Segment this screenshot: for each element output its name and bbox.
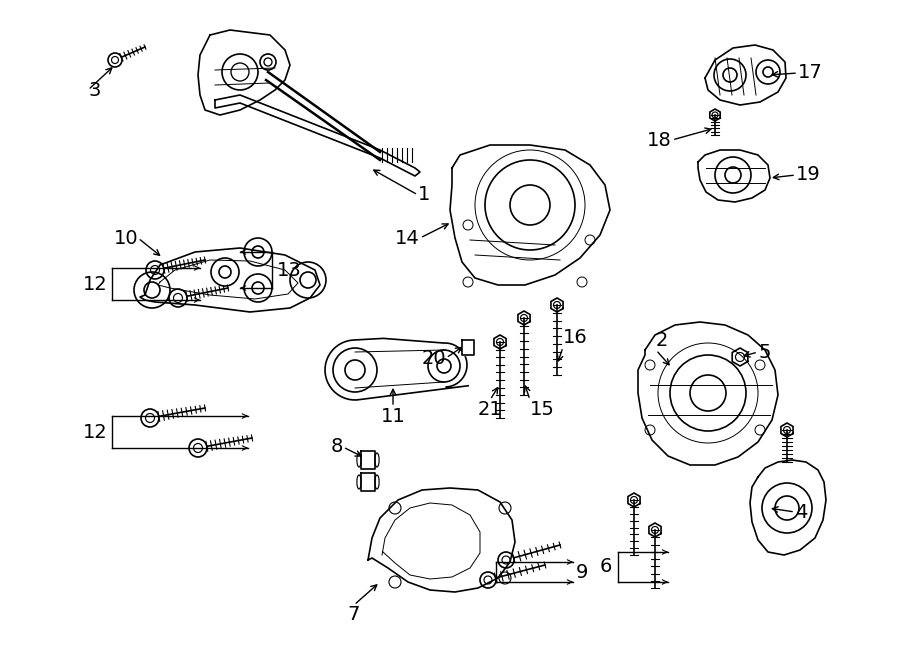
Polygon shape [325,338,468,400]
Text: 11: 11 [381,407,405,426]
Text: 10: 10 [113,229,138,247]
Polygon shape [215,95,420,176]
Text: 19: 19 [796,165,821,184]
Polygon shape [361,451,375,469]
Text: 16: 16 [563,328,588,347]
Text: 18: 18 [647,130,672,149]
Text: 12: 12 [83,274,108,293]
Polygon shape [361,473,375,491]
Text: 21: 21 [478,400,502,419]
Polygon shape [698,150,770,202]
Text: 14: 14 [395,229,420,247]
Text: 12: 12 [83,422,108,442]
Polygon shape [750,460,826,555]
Polygon shape [462,340,474,355]
Text: 2: 2 [656,331,669,350]
Text: 1: 1 [418,186,430,204]
Text: 7: 7 [347,605,360,624]
Text: 4: 4 [795,502,807,522]
Polygon shape [198,30,290,115]
Text: 3: 3 [88,81,101,100]
Text: 9: 9 [576,563,589,582]
Polygon shape [140,248,320,312]
Text: 6: 6 [599,557,612,576]
Polygon shape [638,322,778,465]
Text: 5: 5 [758,342,770,362]
Text: 15: 15 [530,400,555,419]
Text: 13: 13 [277,260,302,280]
Polygon shape [368,488,515,592]
Text: 17: 17 [798,63,823,83]
Polygon shape [450,145,610,285]
Polygon shape [705,45,786,105]
Text: 8: 8 [330,438,343,457]
Text: 20: 20 [421,348,446,368]
